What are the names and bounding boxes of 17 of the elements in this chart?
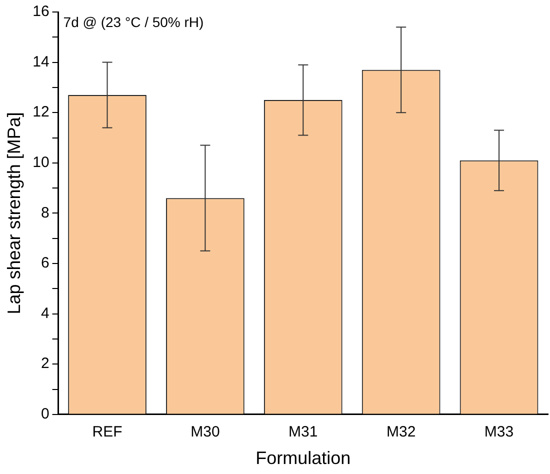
x-tick-label: M31 bbox=[288, 424, 318, 441]
x-tick-label: M33 bbox=[484, 424, 514, 441]
y-axis-title: Lap shear strength [MPa] bbox=[4, 112, 24, 314]
x-axis-title: Formulation bbox=[256, 448, 351, 468]
y-tick-label: 12 bbox=[32, 104, 50, 121]
y-tick-label: 0 bbox=[40, 406, 50, 423]
y-tick-label: 10 bbox=[32, 154, 50, 172]
y-tick-label: 4 bbox=[40, 304, 50, 322]
annotation: 7d @ (23 °C / 50% rH) bbox=[63, 14, 204, 30]
y-tick-label: 16 bbox=[32, 3, 50, 20]
y-tick-label: 2 bbox=[40, 355, 50, 372]
y-tick-label: 14 bbox=[32, 53, 50, 70]
x-tick-label: M32 bbox=[386, 424, 416, 441]
y-tick-label: 6 bbox=[40, 254, 50, 272]
x-tick-label: M30 bbox=[190, 424, 220, 441]
x-tick-label: REF bbox=[92, 424, 122, 441]
y-tick-label: 8 bbox=[40, 204, 50, 222]
